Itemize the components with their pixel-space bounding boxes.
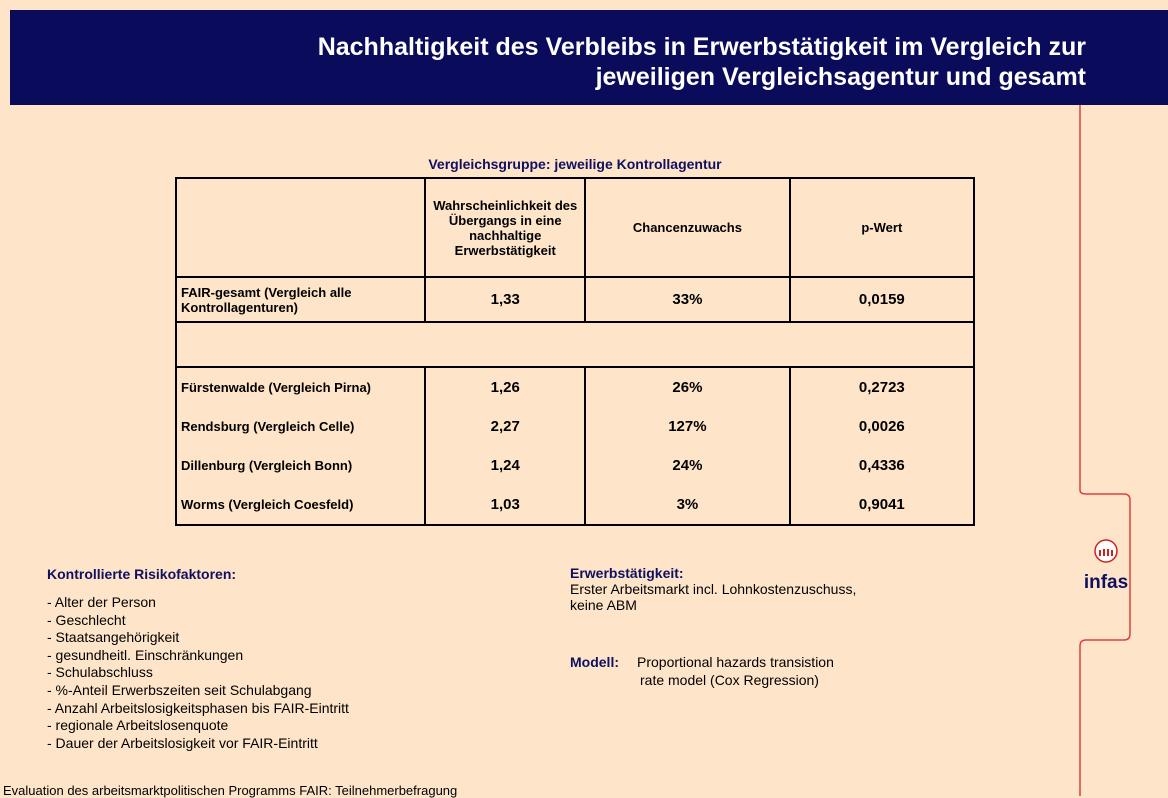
text-line: Erster Arbeitsmarkt incl. Lohnkostenzusc… (570, 581, 857, 597)
text-line: keine ABM (570, 597, 637, 613)
cell: 0,4336 (788, 446, 976, 485)
cell: Dillenburg (Vergleich Bonn) (174, 446, 427, 485)
data-row: Fürstenwalde (Vergleich Pirna) 1,26 26% 0,2… (174, 366, 976, 407)
employment-text: Erster Arbeitsmarkt incl. Lohnkostenzusc… (570, 581, 856, 613)
result-table: Wahrscheinlichkeit des Übergangs in eine… (174, 177, 976, 526)
cell: Rendsburg (Vergleich Celle) (174, 407, 427, 446)
data-row: Worms (Vergleich Coesfeld) 1,03 3% 0,9041 (174, 485, 976, 526)
cell: Fürstenwalde (Vergleich Pirna) (174, 366, 427, 407)
total-row: FAIR-gesamt (Vergleich alle Kontrollagen… (174, 276, 976, 323)
cell: 0,2723 (788, 366, 976, 407)
table-caption: Vergleichsgruppe: jeweilige Kontrollagen… (428, 156, 722, 172)
cell: 24% (584, 446, 791, 485)
risk-item: - Alter der Person (47, 594, 156, 610)
cell: 127% (584, 407, 791, 446)
data-row: Dillenburg (Vergleich Bonn) 1,24 24% 0,4336 (174, 446, 976, 485)
side-line (1079, 105, 1131, 796)
cell: 0,0159 (788, 276, 976, 323)
cell: 1,24 (424, 446, 587, 485)
header-cell (174, 177, 427, 278)
spacer-row (175, 321, 975, 368)
model-text: rate model (Cox Regression) (640, 672, 819, 688)
logo-text: infas (1084, 572, 1128, 593)
cell: 33% (584, 276, 791, 323)
cell: FAIR-gesamt (Vergleich alle Kontrollagen… (174, 276, 427, 323)
risk-item: - regionale Arbeitslosenquote (47, 717, 229, 734)
risk-item: - Staatsangehörigkeit (47, 629, 180, 646)
header-cell: Wahrscheinlichkeit des Übergangs in eine… (424, 177, 587, 278)
header-cell: Chancenzuwachs (584, 177, 791, 278)
risk-item: - %-Anteil Erwerbszeiten seit Schulabgan… (47, 681, 312, 698)
cell: 0,9041 (788, 485, 976, 526)
model-label: Modell: (570, 654, 619, 670)
model-text: Proportional hazards transistion (637, 654, 834, 670)
risk-list: - Alter der Person - Geschlecht - Staatsan… (47, 594, 349, 752)
cell: 1,03 (424, 485, 587, 526)
risk-heading: Kontrollierte Risikofaktoren: (47, 566, 237, 582)
cell: 26% (584, 366, 791, 407)
risk-item: - Geschlecht (47, 611, 126, 628)
employment-heading: Erwerbstätigkeit: (570, 565, 684, 581)
title-line: Nachhaltigkeit des Verbleibs in Erwerbst… (317, 33, 1086, 61)
cell: 3% (584, 485, 791, 526)
risk-item: - Schulabschluss (47, 664, 153, 681)
footer: Evaluation des arbeitsmarktpolitischen P… (3, 783, 458, 798)
logo-circle (1094, 539, 1118, 563)
cell: 1,26 (424, 366, 587, 407)
data-row: Rendsburg (Vergleich Celle) 2,27 127% 0,002… (174, 407, 976, 446)
title-band (10, 10, 1168, 105)
risk-item: - Anzahl Arbeitslosigkeitsphasen bis FAI… (47, 699, 349, 716)
header-row: Wahrscheinlichkeit des Übergangs in eine… (174, 177, 976, 278)
title-line: jeweiligen Vergleichsagentur und gesamt (595, 63, 1086, 91)
cell: 0,0026 (788, 407, 976, 446)
header-cell: p-Wert (788, 177, 976, 278)
spacer-cell (175, 321, 975, 368)
cell: 1,33 (424, 276, 587, 323)
cell: Worms (Vergleich Coesfeld) (174, 485, 427, 526)
risk-item: - Dauer der Arbeitslosigkeit vor FAIR-Ei… (47, 734, 318, 751)
logo-figures (1099, 549, 1113, 556)
cell: 2,27 (424, 407, 587, 446)
risk-item: - gesundheitl. Einschränkungen (47, 646, 244, 663)
